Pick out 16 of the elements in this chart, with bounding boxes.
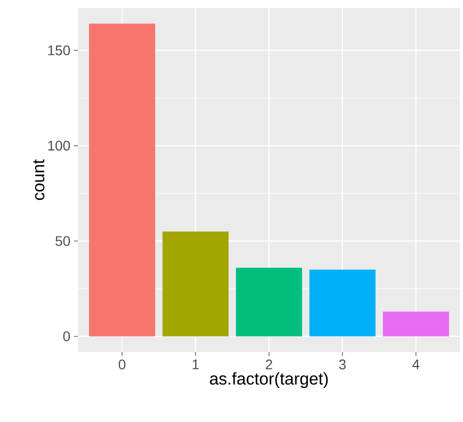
x-tick-label: 2	[266, 360, 272, 370]
y-axis-title: count	[33, 159, 44, 200]
x-tick-label: 3	[339, 360, 346, 370]
y-tick-label: 0	[63, 331, 70, 342]
x-tick-label: 0	[118, 360, 126, 370]
bar	[309, 270, 376, 336]
x-axis-title: as.factor(target)	[210, 372, 328, 388]
y-tick-label: 150	[48, 45, 70, 56]
x-tick-label: 4	[412, 360, 420, 370]
x-tick-label: 1	[192, 360, 199, 370]
y-tick-label: 50	[56, 236, 70, 246]
bar	[162, 231, 229, 336]
y-tick-label: 100	[48, 140, 70, 151]
bar	[382, 312, 449, 336]
bar	[236, 268, 302, 336]
bar	[89, 24, 156, 336]
